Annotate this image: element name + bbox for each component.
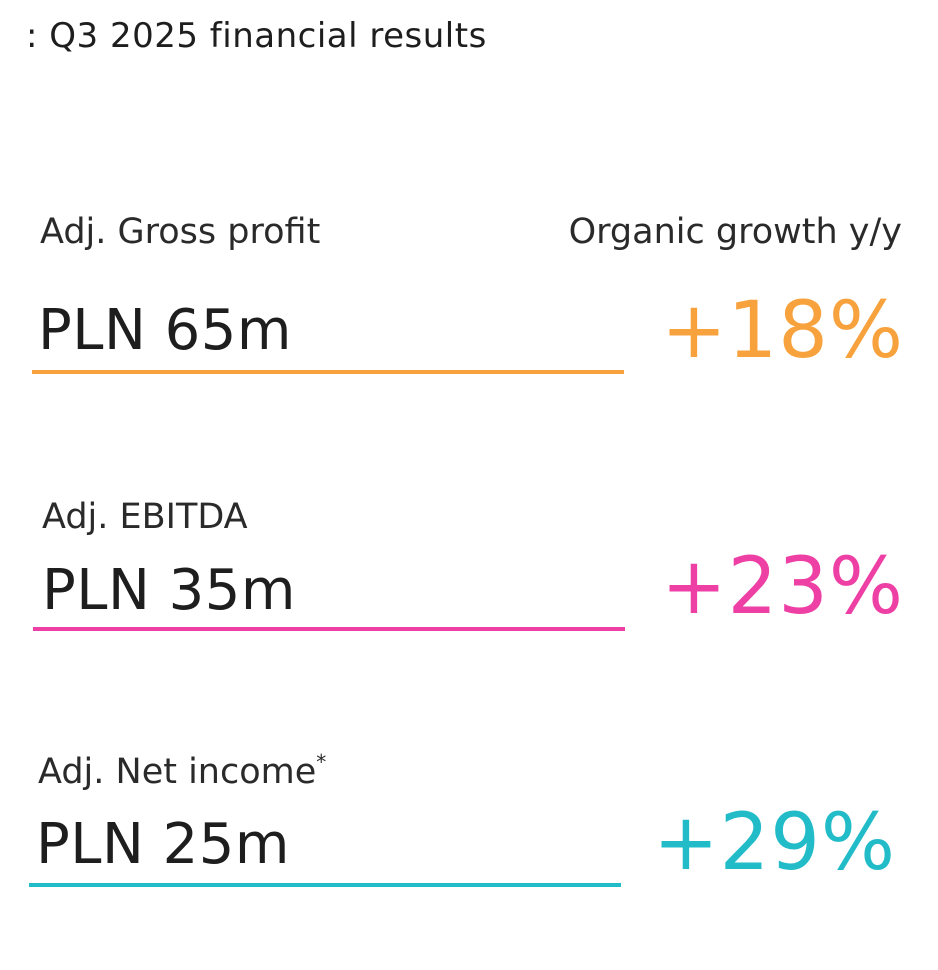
metric-underline xyxy=(33,627,625,631)
metric-label: Adj. Gross profit xyxy=(40,212,320,252)
metric-label-text: Adj. Net income xyxy=(38,752,317,792)
metric-growth: +18% xyxy=(661,286,904,376)
metric-label: Adj. Net income* xyxy=(38,750,327,792)
metric-growth: +29% xyxy=(653,798,896,888)
metric-label-text: Adj. EBITDA xyxy=(42,497,248,537)
growth-column-header: Organic growth y/y xyxy=(568,212,902,252)
metric-underline xyxy=(29,883,621,887)
metric-growth: +23% xyxy=(661,542,904,632)
metric-value: PLN 25m xyxy=(36,812,290,877)
metric-value: PLN 65m xyxy=(38,298,292,363)
page-title: : Q3 2025 financial results xyxy=(26,16,487,56)
metric-label: Adj. EBITDA xyxy=(42,497,248,537)
metric-value: PLN 35m xyxy=(42,558,296,623)
footnote-marker: * xyxy=(316,750,327,774)
metric-underline xyxy=(32,370,624,374)
metric-label-text: Adj. Gross profit xyxy=(40,212,321,252)
